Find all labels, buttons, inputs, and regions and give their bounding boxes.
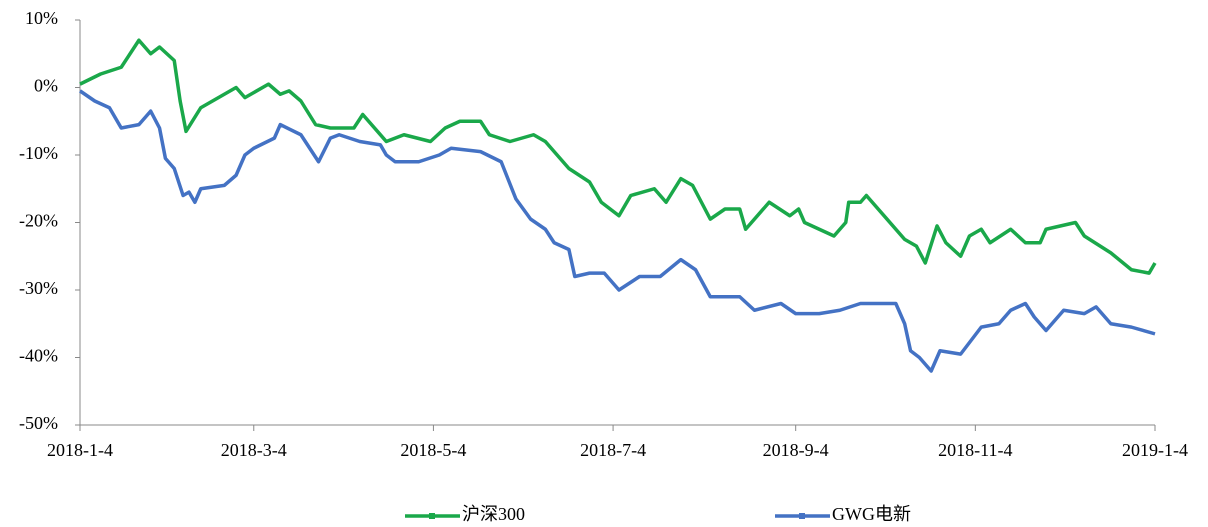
y-tick-label: -40% [19,346,58,366]
y-tick-label: -20% [19,211,58,231]
y-tick-label: 0% [34,76,58,96]
legend-label: 沪深300 [462,504,525,524]
legend-marker [799,513,805,519]
x-tick-label: 2018-3-4 [221,440,287,460]
x-tick-label: 2018-9-4 [763,440,829,460]
series-line [79,89,1156,373]
series-line [79,38,1157,275]
x-tick-label: 2018-11-4 [938,440,1012,460]
y-tick-label: -10% [19,143,58,163]
y-tick-label: 10% [25,8,58,28]
x-tick-label: 2018-7-4 [580,440,646,460]
y-tick-label: -50% [19,413,58,433]
x-tick-label: 2018-5-4 [400,440,466,460]
legend-marker [429,513,435,519]
y-tick-label: -30% [19,278,58,298]
x-tick-label: 2018-1-4 [47,440,113,460]
x-tick-label: 2019-1-4 [1122,440,1188,460]
legend-label: GWG电新 [832,504,911,524]
